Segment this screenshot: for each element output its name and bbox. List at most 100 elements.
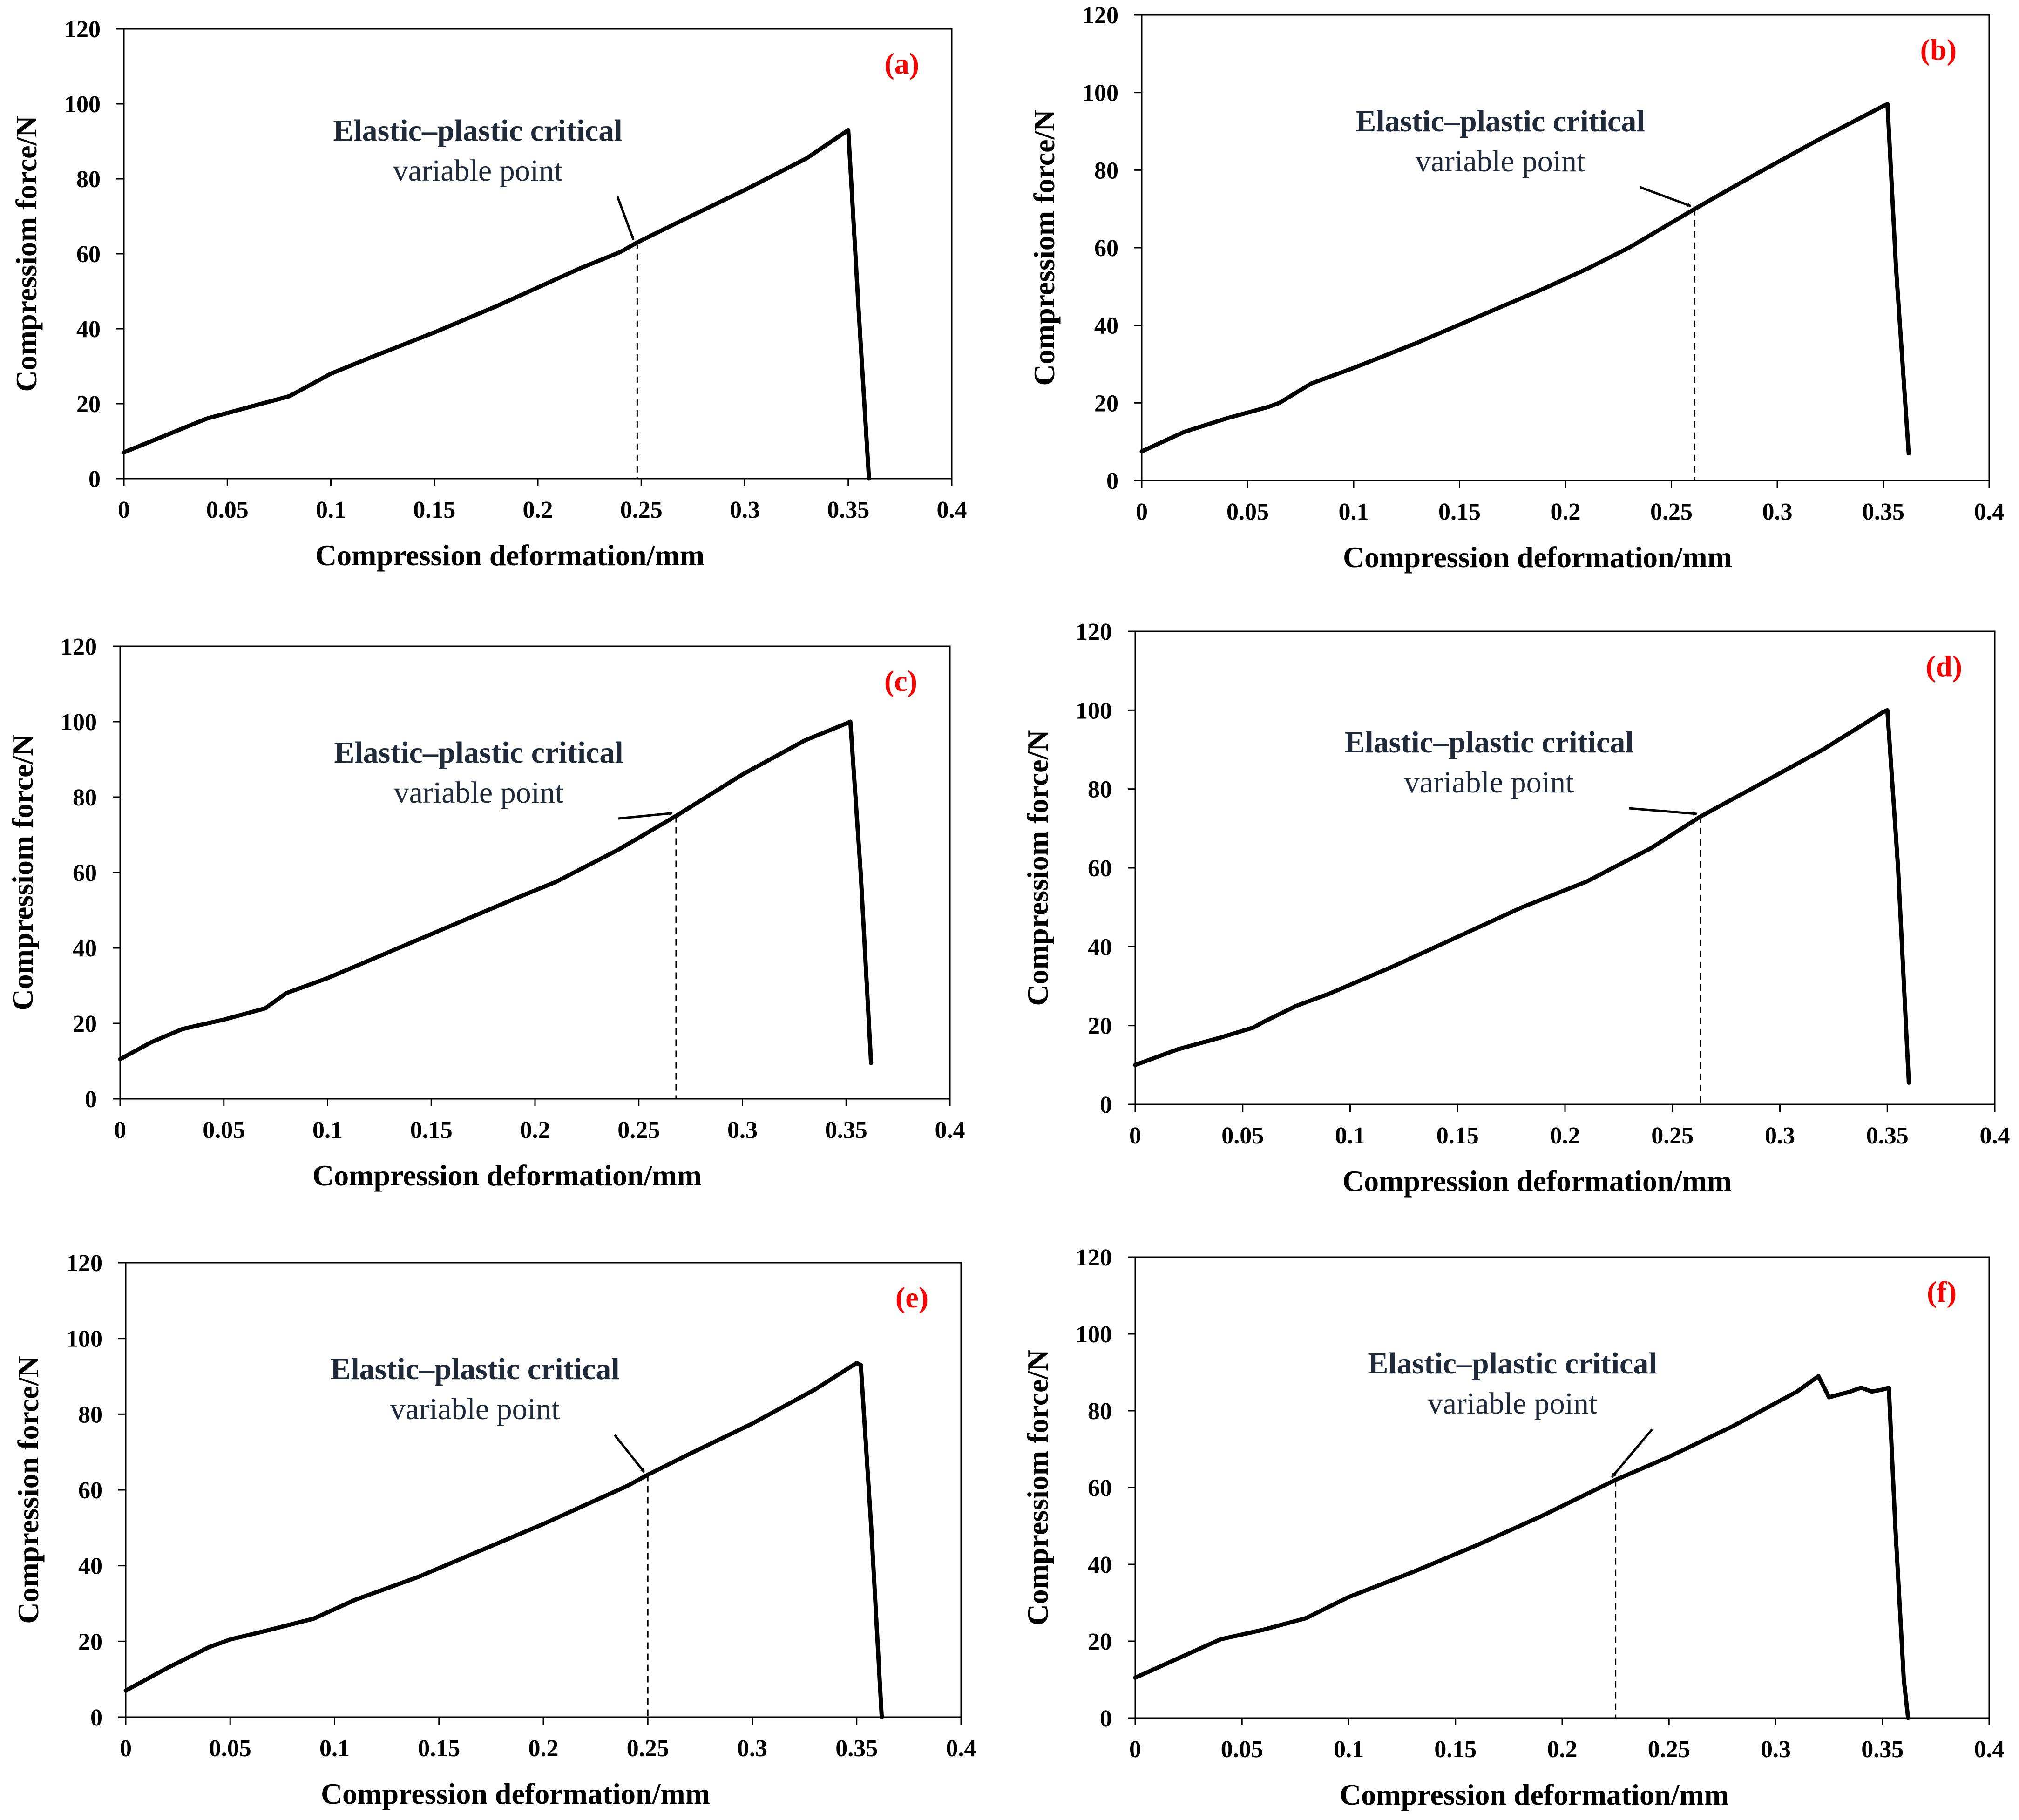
x-tick-label: 0.05 <box>1221 1736 1263 1763</box>
x-tick-label: 0.25 <box>1648 1736 1690 1763</box>
x-tick-label: 0.4 <box>935 1117 965 1143</box>
y-tick-label: 120 <box>1076 1245 1112 1271</box>
y-axis-title: Compressiom force/N <box>6 734 39 1010</box>
annotation-line-2: variable point <box>1428 1387 1598 1421</box>
panel-label: (e) <box>895 1281 928 1314</box>
x-tick-label: 0 <box>1136 499 1148 525</box>
panel-label: (c) <box>884 664 917 697</box>
panel-label: (a) <box>884 47 919 80</box>
y-tick-label: 100 <box>66 1326 102 1353</box>
y-tick-label: 100 <box>1076 1321 1112 1348</box>
panel-label: (d) <box>1926 650 1962 683</box>
x-axis-title: Compression deformation/mm <box>1343 541 1732 574</box>
x-tick-label: 0.2 <box>520 1117 550 1143</box>
series-line <box>118 719 874 1065</box>
x-tick-label: 0.2 <box>1547 1736 1578 1763</box>
critical-point-arrow <box>616 196 635 240</box>
x-tick-label: 0.1 <box>1339 499 1369 525</box>
y-tick-label: 120 <box>61 634 97 660</box>
y-axis-title: Compressiom force/N <box>1028 109 1061 386</box>
y-tick-label: 60 <box>1088 1475 1112 1502</box>
annotation-line-1: Elastic–plastic critical <box>1344 725 1633 759</box>
series-line <box>123 1361 884 1719</box>
x-tick-label: 0.35 <box>1861 1736 1904 1763</box>
y-tick-label: 100 <box>61 709 97 736</box>
x-tick-label: 0.4 <box>1974 499 2005 525</box>
y-axis-title: Compressiom force/N <box>1021 1349 1054 1625</box>
chart-panel-f: 0 0.05 0.1 0.15 0.2 0.25 0.3 0.35 0.4 0 20 40 60 80 10… <box>1021 1245 2005 1811</box>
chart-panel-b: 0 0.05 0.1 0.15 0.2 0.25 0.3 0.35 0.4 0 20 40 60 80 10… <box>1028 2 2005 574</box>
annotation-line-2: variable point <box>1404 765 1574 799</box>
x-tick-label: 0.25 <box>627 1735 669 1762</box>
x-axis-title: Compression deformation/mm <box>312 1159 702 1192</box>
plot-frame <box>119 645 951 1100</box>
critical-point-arrow <box>1611 1428 1653 1478</box>
x-tick-label: 0 <box>114 1117 126 1143</box>
x-tick-label: 0.1 <box>1335 1123 1365 1149</box>
x-tick-label: 0.15 <box>410 1117 453 1143</box>
x-tick-label: 0.4 <box>937 497 967 523</box>
x-tick-label: 0 <box>1129 1123 1141 1149</box>
x-tick-label: 0.2 <box>1551 499 1581 525</box>
series-line <box>122 128 871 481</box>
x-tick-label: 0.3 <box>1761 1736 1791 1763</box>
y-tick-label: 120 <box>1082 2 1118 29</box>
chart-panel-c: 0 0.05 0.1 0.15 0.2 0.25 0.3 0.35 0.4 0 20 40 60 80 10… <box>6 634 965 1192</box>
x-axis-title: Compression deformation/mm <box>321 1777 710 1810</box>
panel-label: (f) <box>1927 1275 1957 1308</box>
y-tick-label: 20 <box>73 1011 97 1037</box>
y-tick-label: 0 <box>1106 468 1118 494</box>
y-tick-label: 20 <box>78 1629 102 1655</box>
chart-panel-a: 0 0.05 0.1 0.15 0.2 0.25 0.3 0.35 0.4 0 20 40 60 80 10… <box>10 16 967 572</box>
annotation-line-2: variable point <box>1416 144 1585 178</box>
x-tick-label: 0.35 <box>835 1735 878 1762</box>
critical-point-arrow <box>1628 807 1697 816</box>
annotation-line-1: Elastic–plastic critical <box>1368 1346 1657 1380</box>
y-tick-label: 40 <box>76 316 101 343</box>
critical-point-arrow <box>614 1434 645 1473</box>
chart-panel-e: 0 0.05 0.1 0.15 0.2 0.25 0.3 0.35 0.4 0 20 40 60 80 10… <box>12 1250 976 1810</box>
x-tick-label: 0.15 <box>1436 1123 1479 1149</box>
x-tick-label: 0.1 <box>1334 1736 1364 1763</box>
x-tick-label: 0.15 <box>413 497 455 523</box>
x-tick-label: 0.25 <box>617 1117 660 1143</box>
y-tick-label: 120 <box>1076 619 1112 645</box>
annotation-line-1: Elastic–plastic critical <box>330 1352 619 1386</box>
y-tick-label: 40 <box>1088 1552 1112 1578</box>
x-tick-label: 0.3 <box>730 497 760 523</box>
x-axis-title: Compression deformation/mm <box>1340 1778 1729 1811</box>
x-tick-label: 0.25 <box>1650 499 1693 525</box>
annotation-line-2: variable point <box>393 154 563 188</box>
critical-point-arrow <box>618 811 673 820</box>
y-tick-label: 60 <box>76 241 101 268</box>
y-tick-label: 0 <box>88 466 101 493</box>
x-tick-label: 0.35 <box>1862 499 1904 525</box>
plot-frame <box>123 28 953 480</box>
x-tick-label: 0 <box>118 497 130 523</box>
x-tick-label: 0.25 <box>1651 1123 1694 1149</box>
y-tick-label: 20 <box>76 391 101 418</box>
y-axis-title: Compression force/N <box>12 1356 45 1624</box>
y-tick-label: 80 <box>1088 777 1112 803</box>
y-tick-label: 120 <box>66 1250 102 1277</box>
y-tick-label: 40 <box>1088 934 1112 961</box>
x-tick-label: 0.05 <box>206 497 249 523</box>
y-tick-label: 100 <box>1076 697 1112 724</box>
x-tick-label: 0.15 <box>1438 499 1481 525</box>
x-tick-label: 0.2 <box>1550 1123 1580 1149</box>
y-tick-label: 80 <box>1094 157 1118 184</box>
y-tick-label: 40 <box>78 1553 102 1580</box>
annotation-line-1: Elastic–plastic critical <box>333 114 622 148</box>
annotation-line-2: variable point <box>394 776 564 810</box>
x-axis-title: Compression deformation/mm <box>315 539 705 572</box>
series-line <box>1133 1374 1911 1720</box>
x-tick-label: 0.3 <box>737 1735 767 1762</box>
x-tick-label: 0.05 <box>209 1735 251 1762</box>
x-tick-label: 0.05 <box>1226 499 1269 525</box>
y-tick-label: 0 <box>1100 1705 1112 1732</box>
x-tick-label: 0.15 <box>418 1735 460 1762</box>
x-tick-label: 0.4 <box>1980 1123 2010 1149</box>
x-tick-label: 0.35 <box>827 497 869 523</box>
y-tick-label: 80 <box>1088 1398 1112 1425</box>
